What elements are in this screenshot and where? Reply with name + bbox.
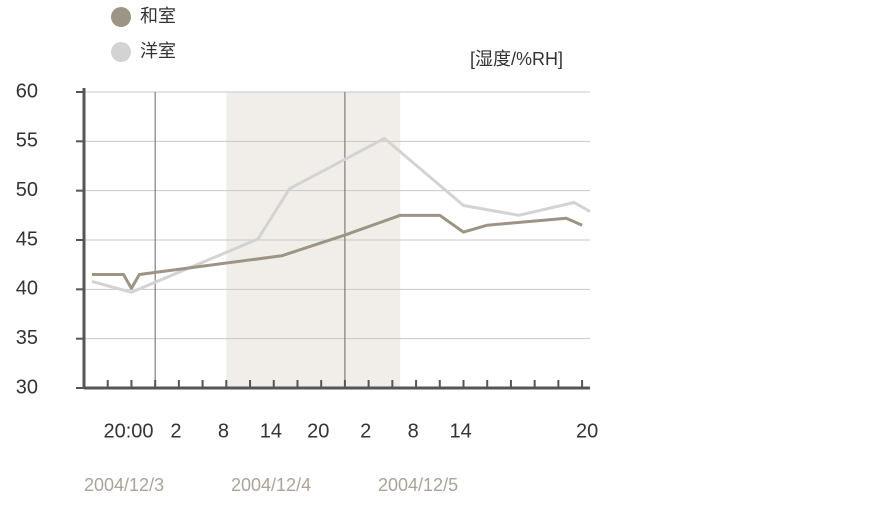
x-tick-label: 2 bbox=[360, 420, 371, 442]
x-tick-label: 20 bbox=[307, 420, 329, 442]
y-tick-label: 60 bbox=[16, 80, 38, 102]
y-tick-label: 40 bbox=[16, 278, 38, 300]
legend-swatch bbox=[111, 7, 131, 27]
legend-label: 和室 bbox=[140, 6, 176, 26]
x-tick-label: 2 bbox=[170, 420, 181, 442]
y-tick-label: 35 bbox=[16, 327, 38, 349]
date-label: 2004/12/3 bbox=[84, 475, 164, 495]
y-tick-label: 55 bbox=[16, 130, 38, 152]
legend-swatch bbox=[111, 42, 131, 62]
y-tick-label: 30 bbox=[16, 376, 38, 398]
x-tick-label: 8 bbox=[408, 420, 419, 442]
x-tick-label: 20 bbox=[576, 420, 598, 442]
x-tick-label: 14 bbox=[260, 420, 282, 442]
date-label: 2004/12/4 bbox=[231, 475, 311, 495]
unit-label: [湿度/%RH] bbox=[470, 49, 563, 69]
x-tick-label: 8 bbox=[218, 420, 229, 442]
x-tick-label: 14 bbox=[449, 420, 471, 442]
y-tick-label: 45 bbox=[16, 228, 38, 250]
legend-label: 洋室 bbox=[140, 41, 176, 61]
x-tick-label: 20:00 bbox=[104, 420, 154, 442]
date-label: 2004/12/5 bbox=[378, 475, 458, 495]
y-tick-label: 50 bbox=[16, 179, 38, 201]
series-line bbox=[91, 213, 583, 290]
series-line bbox=[91, 136, 591, 294]
